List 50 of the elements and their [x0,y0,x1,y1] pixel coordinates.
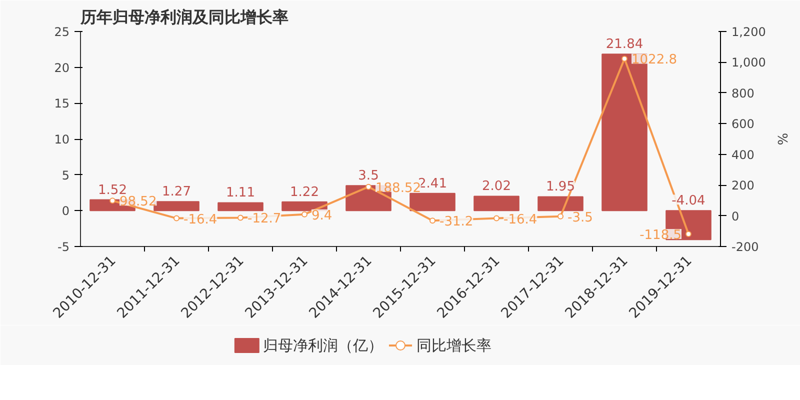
y2-tick-label: 1,200 [732,25,766,39]
data-label: -31.2 [440,214,474,230]
data-label: 1022.8 [632,52,677,68]
y2-tick-label: 1,000 [732,56,766,70]
data-label: 98.52 [120,194,157,210]
data-label: 9.4 [312,208,332,224]
data-label: 1.27 [162,184,191,200]
y-tick-label: 20 [54,60,70,75]
data-label: -3.5 [568,210,593,226]
bar [474,196,520,212]
point [366,184,372,190]
legend-label: 同比增长率 [416,336,492,354]
y-tick-label: 15 [54,96,70,111]
y2-tick-label: 800 [732,86,754,100]
data-label: -16.4 [184,212,218,228]
data-label: -118.5 [640,228,682,243]
y2-tick-label: 400 [732,148,754,162]
point [430,218,436,224]
point [174,215,180,222]
y-tick-label: 5 [62,168,70,182]
y-tick-label: 10 [54,132,70,146]
data-label: 2.02 [482,179,511,194]
data-label: 1.95 [546,180,575,195]
point [302,211,308,218]
point [110,198,116,204]
y-tick-label: -5 [58,240,70,254]
bar [218,202,264,212]
point [558,213,564,220]
data-label: 21.84 [606,37,644,52]
data-label: -12.7 [248,212,282,227]
data-label: 1.22 [290,184,319,200]
y2-axis-title: % [774,132,789,146]
y2-tick-label: 0 [732,209,740,224]
y2-tick-label: -200 [732,240,759,254]
point [622,56,628,62]
point [494,215,500,222]
point [238,214,244,221]
data-label: -4.04 [672,194,706,209]
y2-tick-label: 600 [732,117,754,132]
y-tick-label: 0 [62,204,70,218]
y-tick-label: 25 [54,25,70,39]
point [686,230,692,237]
data-label: -16.4 [504,212,538,228]
bar [410,192,456,212]
y2-tick-label: 200 [732,178,754,193]
chart-title: 历年归母净利润及同比增长率 [80,8,288,26]
bar [538,196,584,212]
data-label: 1.11 [226,186,255,201]
bar [154,201,200,212]
legend-label: 归母净利润（亿） [262,336,383,354]
